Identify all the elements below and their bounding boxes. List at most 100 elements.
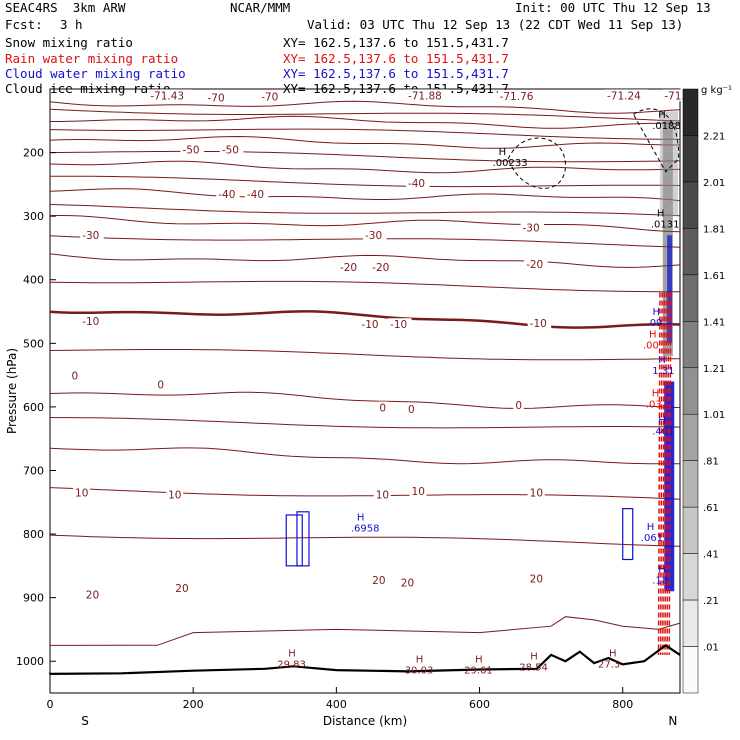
surface-pressure-label: 27.3 xyxy=(598,659,620,670)
contour-label-bg xyxy=(180,143,204,156)
temperature-contour xyxy=(49,253,681,268)
field-name-rain: Rain water mixing ratio xyxy=(5,51,179,66)
colorbar-label: 1.41 xyxy=(703,317,725,328)
x-tick-label: 800 xyxy=(612,698,633,711)
contour-label: -70 xyxy=(208,92,225,104)
contour-label-bg xyxy=(373,488,391,501)
rain-contour xyxy=(662,292,665,655)
contour-label: -10 xyxy=(390,319,407,331)
contour-label: 20 xyxy=(86,589,99,601)
contour-label-bg xyxy=(405,402,417,415)
max-marker: H xyxy=(652,389,660,400)
max-marker: H xyxy=(649,329,657,340)
contour-label: 10 xyxy=(412,486,425,498)
isotherm-line xyxy=(49,203,681,217)
colorbar-label: 1.21 xyxy=(703,364,725,375)
contour-label-bg xyxy=(405,89,449,102)
contour-label: -10 xyxy=(530,318,547,330)
cloud-water-upper xyxy=(667,235,673,344)
temperature-contour xyxy=(49,100,681,114)
temperature-contour xyxy=(49,391,681,409)
y-tick-label: 300 xyxy=(23,210,44,223)
isotherm-line xyxy=(49,487,681,500)
contour-label-bg xyxy=(216,187,240,200)
contour-label: 10 xyxy=(376,490,389,502)
forecast-label: Fcst: xyxy=(5,17,43,32)
colorbar-swatch xyxy=(682,460,699,508)
contour-label-bg xyxy=(73,486,91,499)
contour-label-bg xyxy=(527,316,552,329)
colorbar-swatch xyxy=(682,367,699,415)
surface-terrain-line xyxy=(48,643,681,675)
max-value-label: .0131 xyxy=(651,220,680,231)
contour-label-bg xyxy=(604,89,648,102)
forecast-hours: 3 h xyxy=(60,17,83,32)
colorbar-swatch xyxy=(682,321,699,369)
colorbar-swatch xyxy=(682,274,699,322)
north-end-label: N xyxy=(668,714,677,728)
y-tick-label: 800 xyxy=(23,528,44,541)
max-marker: H xyxy=(658,415,666,426)
surface-pressure-label: 28.54 xyxy=(519,663,548,674)
contour-label-bg xyxy=(173,582,191,595)
contour-label-bg xyxy=(148,89,192,102)
max-value-label: .00 xyxy=(643,340,659,351)
contour-label-bg xyxy=(80,229,104,242)
contour-label: -20 xyxy=(372,262,389,274)
max-value-label: .18 xyxy=(652,576,668,587)
contour-label-bg xyxy=(155,378,166,391)
contour-label: -30 xyxy=(523,223,540,235)
y-tick-label: 200 xyxy=(23,147,44,160)
y-tick-label: 400 xyxy=(23,274,44,287)
colorbar-label: .41 xyxy=(703,550,719,561)
colorbar-swatch xyxy=(682,228,699,276)
y-tick-label: 900 xyxy=(23,592,44,605)
colorbar-label: 1.01 xyxy=(703,410,725,421)
isotherm-line xyxy=(49,150,681,163)
contour-label: 0 xyxy=(408,404,415,416)
colorbar-label: .21 xyxy=(703,596,719,607)
field-xy-snow: XY= 162.5,137.6 to 151.5,431.7 xyxy=(283,35,509,50)
contour-label-bg xyxy=(259,90,283,103)
contour-label-bg xyxy=(80,315,104,328)
contour-label: 20 xyxy=(401,577,414,589)
contour-label: -40 xyxy=(247,189,264,201)
contour-label: 20 xyxy=(530,574,543,586)
valid-time: Valid: 03 UTC Thu 12 Sep 13 (22 CDT Wed … xyxy=(307,17,684,32)
surface-pressure-label: 29.83 xyxy=(277,659,306,670)
contour-label: -71.76 xyxy=(500,91,534,103)
max-marker: H xyxy=(657,209,665,220)
contour-label: 0 xyxy=(379,403,386,415)
contour-label: 20 xyxy=(175,583,188,595)
rain-contour xyxy=(657,292,661,655)
contour-label: -10 xyxy=(361,319,378,331)
contour-label-bg xyxy=(405,177,430,190)
contour-label-bg xyxy=(398,576,416,589)
x-tick-label: 400 xyxy=(326,698,347,711)
y-tick-label: 600 xyxy=(23,401,44,414)
contour-label-bg xyxy=(388,318,412,331)
temperature-contour xyxy=(49,447,680,465)
max-value-label: .09 xyxy=(647,318,663,329)
snow-contour xyxy=(507,137,566,189)
temperature-contour xyxy=(49,135,680,149)
isotherm-line xyxy=(49,534,681,547)
contour-label-bg xyxy=(337,261,362,274)
contour-label: -71.88 xyxy=(408,90,442,102)
max-value-label: .061 xyxy=(641,533,663,544)
max-marker: H xyxy=(653,307,661,318)
colorbar-unit: g kg⁻¹ xyxy=(701,85,732,96)
max-value-label: .6958 xyxy=(351,524,380,535)
colorbar-label: 1.61 xyxy=(703,271,725,282)
y-tick-label: 1000 xyxy=(16,655,44,668)
x-axis-label: Distance (km) xyxy=(323,714,407,728)
experiment-title: SEAC4RS 3km ARW xyxy=(5,0,126,15)
plot-frame xyxy=(49,88,681,694)
colorbar-swatch xyxy=(682,553,699,601)
x-tick-label: 0 xyxy=(47,698,54,711)
field-name-cloud-water: Cloud water mixing ratio xyxy=(5,66,186,81)
contour-label: 10 xyxy=(530,488,543,500)
y-tick-label: 500 xyxy=(23,337,44,350)
field-xy-cloud-water: XY= 162.5,137.6 to 151.5,431.7 xyxy=(283,66,509,81)
